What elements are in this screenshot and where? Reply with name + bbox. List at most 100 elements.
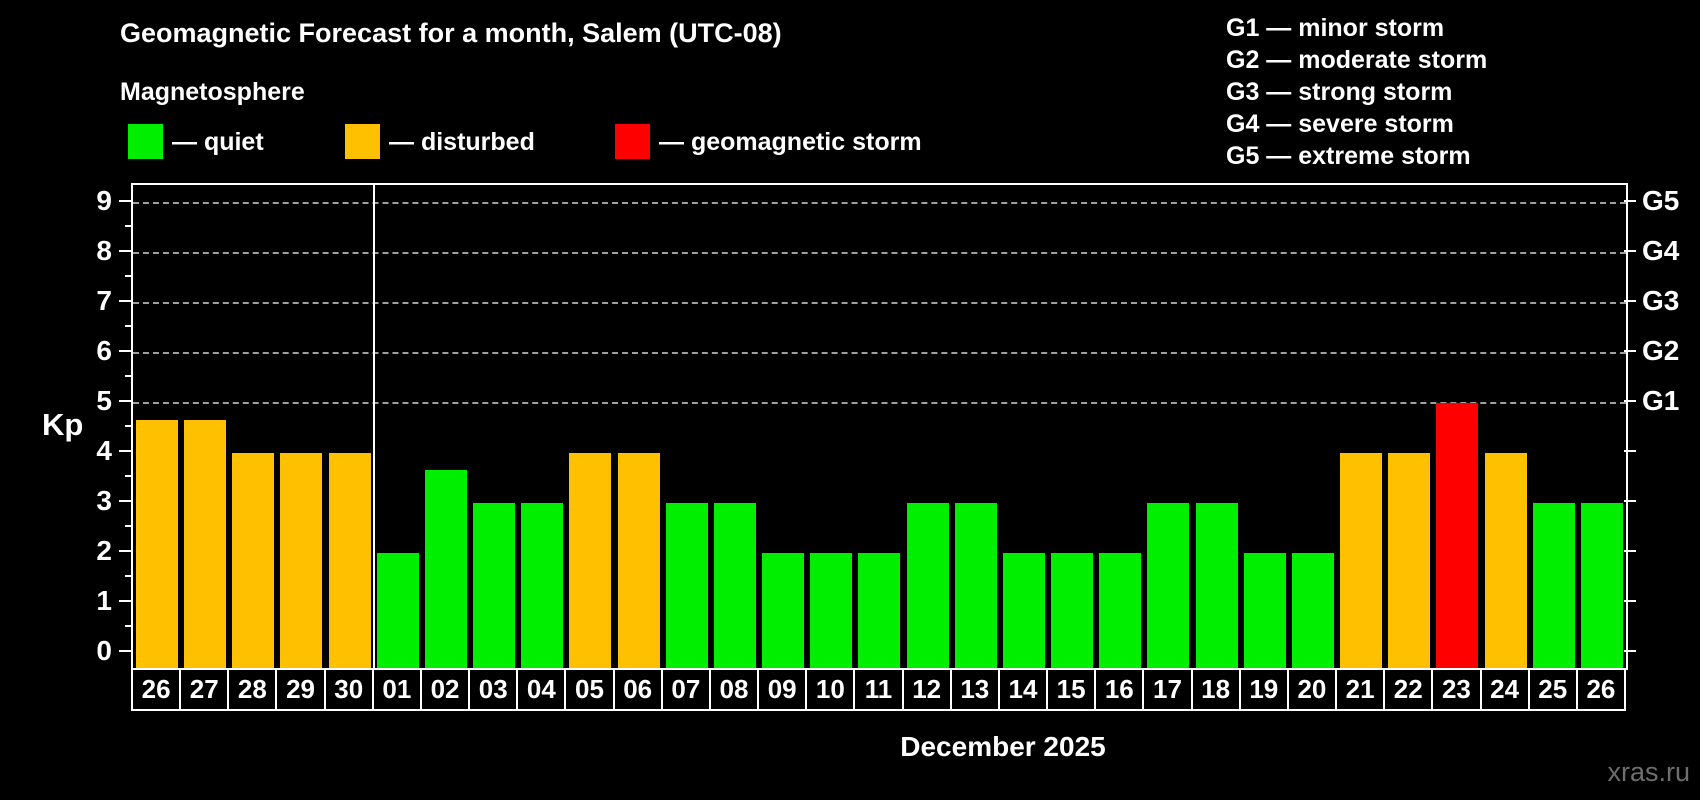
day-label-cell: 16 xyxy=(1094,668,1145,711)
magnetosphere-label: Magnetosphere xyxy=(120,78,305,106)
day-label-cell: 14 xyxy=(997,668,1049,711)
kp-bar xyxy=(569,453,612,670)
day-label-cell: 10 xyxy=(805,668,856,711)
day-label-cell: 13 xyxy=(949,668,1000,711)
kp-bar xyxy=(1436,403,1479,670)
day-label-cell: 26 xyxy=(131,668,182,711)
kp-bar xyxy=(1051,553,1094,670)
day-label-cell: 09 xyxy=(757,668,808,711)
watermark: xras.ru xyxy=(1607,757,1690,787)
month-separator xyxy=(372,185,375,670)
month-label: December 2025 xyxy=(900,731,1106,762)
y-axis-tick xyxy=(119,400,131,402)
gridline-kp9 xyxy=(133,202,1626,204)
y-tick-label: 4 xyxy=(96,435,112,466)
y-axis-tick xyxy=(119,250,131,252)
kp-bar xyxy=(521,503,564,670)
y-axis-tick xyxy=(119,500,131,502)
kp-bar xyxy=(184,419,227,670)
y-tick-label: 6 xyxy=(96,335,112,366)
y-axis-minor-tick xyxy=(125,375,131,377)
day-label-cell: 06 xyxy=(612,668,663,711)
day-label-cell: 23 xyxy=(1431,668,1482,711)
day-label-cell: 17 xyxy=(1142,668,1193,711)
kp-bar xyxy=(617,453,660,670)
y-axis-minor-tick xyxy=(125,575,131,577)
kp-bar xyxy=(1532,503,1575,670)
kp-bar xyxy=(1002,553,1045,670)
gridline-kp5 xyxy=(133,402,1626,404)
day-label-cell: 25 xyxy=(1527,668,1578,711)
right-axis-tick xyxy=(1624,350,1636,352)
y-tick-label: 5 xyxy=(96,385,112,416)
day-label-cell: 22 xyxy=(1383,668,1434,711)
legend-label-storm: — geomagnetic storm xyxy=(659,128,922,156)
y-axis-minor-tick xyxy=(125,625,131,627)
kp-bar xyxy=(1580,503,1623,670)
gridline-kp8 xyxy=(133,252,1626,254)
day-label-cell: 20 xyxy=(1286,668,1338,711)
g-axis-label-g1: G1 xyxy=(1642,385,1680,416)
y-axis-minor-tick xyxy=(125,325,131,327)
day-label-cell: 27 xyxy=(179,668,230,711)
legend-swatch-quiet xyxy=(128,124,163,159)
day-label-cell: 11 xyxy=(853,668,904,711)
kp-bar xyxy=(1388,453,1431,670)
y-axis-tick xyxy=(119,450,131,452)
y-axis-tick xyxy=(119,300,131,302)
right-axis-tick xyxy=(1624,500,1636,502)
y-tick-label: 0 xyxy=(96,635,112,666)
day-label-cell: 21 xyxy=(1335,668,1386,711)
y-axis-tick xyxy=(119,600,131,602)
kp-bar xyxy=(1291,553,1334,670)
day-label-cell: 19 xyxy=(1238,668,1289,711)
kp-bar xyxy=(1147,503,1190,670)
kp-bar xyxy=(665,503,708,670)
right-axis-tick xyxy=(1624,650,1636,652)
right-axis-tick xyxy=(1624,250,1636,252)
g-axis-label-g4: G4 xyxy=(1642,235,1680,266)
legend-label-disturbed: — disturbed xyxy=(389,128,535,156)
g-axis-label-g5: G5 xyxy=(1642,185,1680,216)
day-label-cell: 30 xyxy=(323,668,374,711)
legend-swatch-storm xyxy=(615,124,650,159)
day-label-cell: 05 xyxy=(564,668,615,711)
day-label-cell: 18 xyxy=(1190,668,1241,711)
gridline-kp6 xyxy=(133,352,1626,354)
g-scale-legend: G1 — minor storm G2 — moderate storm G3 — … xyxy=(1226,12,1487,172)
kp-bar xyxy=(954,503,997,670)
day-label-cell: 07 xyxy=(660,668,711,711)
kp-bar xyxy=(810,553,853,670)
day-label-cell: 28 xyxy=(227,668,278,711)
kp-bar xyxy=(376,553,419,670)
g-legend-line: G5 — extreme storm xyxy=(1226,142,1471,170)
day-label-cell: 29 xyxy=(275,668,326,711)
y-tick-label: 9 xyxy=(96,185,112,216)
day-label-cell: 26 xyxy=(1575,668,1626,711)
day-label-cell: 08 xyxy=(708,668,760,711)
day-label-cell: 15 xyxy=(1046,668,1097,711)
kp-bar xyxy=(858,553,901,670)
day-label-cell: 03 xyxy=(468,668,519,711)
g-legend-line: G1 — minor storm xyxy=(1226,14,1445,42)
kp-bar xyxy=(762,553,805,670)
g-legend-line: G2 — moderate storm xyxy=(1226,46,1488,74)
right-axis-tick xyxy=(1624,450,1636,452)
kp-bar xyxy=(280,453,323,670)
legend-label-quiet: — quiet xyxy=(172,128,264,156)
kp-bar xyxy=(1195,503,1238,670)
y-axis-minor-tick xyxy=(125,425,131,427)
y-tick-label: 1 xyxy=(96,585,112,616)
gridline-kp7 xyxy=(133,302,1626,304)
g-legend-line: G4 — severe storm xyxy=(1226,110,1454,138)
y-tick-label: 2 xyxy=(96,535,112,566)
kp-axis-label: Kp xyxy=(42,407,84,442)
y-axis-minor-tick xyxy=(125,275,131,277)
kp-bar xyxy=(424,469,467,670)
g-legend-line: G3 — strong storm xyxy=(1226,78,1453,106)
day-label-cell: 12 xyxy=(901,668,952,711)
y-axis-tick xyxy=(119,350,131,352)
legend-swatch-disturbed xyxy=(345,124,380,159)
plot-area xyxy=(131,183,1628,670)
